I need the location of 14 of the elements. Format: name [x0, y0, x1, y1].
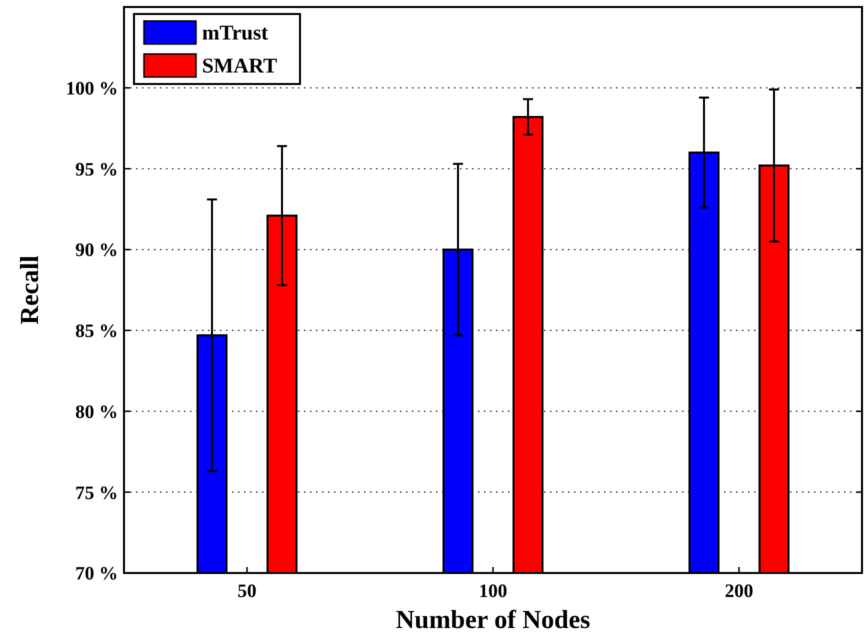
y-tick-label: 100 % — [66, 78, 118, 100]
y-tick-label: 75 % — [75, 482, 118, 504]
y-tick-label: 90 % — [75, 240, 118, 262]
y-tick-label: 95 % — [75, 159, 118, 180]
y-tick-label: 70 % — [75, 564, 118, 585]
x-axis-title: Number of Nodes — [396, 605, 590, 634]
x-tick-label: 50 — [238, 581, 256, 602]
x-tick-label: 100 — [478, 581, 508, 602]
y-tick-label: 80 % — [75, 402, 118, 423]
y-tick-label: 85 % — [75, 321, 118, 342]
x-tick-label: 200 — [724, 581, 754, 602]
legend-label: mTrust — [202, 20, 268, 44]
y-axis-title: Recall — [15, 255, 44, 325]
legend-label: SMART — [202, 53, 278, 78]
